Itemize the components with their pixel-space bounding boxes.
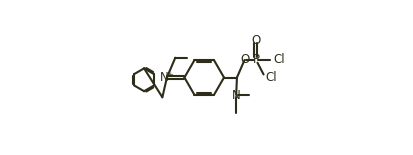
Text: Cl: Cl [273,53,285,66]
Text: O: O [240,53,249,66]
Text: N⁺: N⁺ [159,71,174,84]
Text: Cl: Cl [266,71,278,84]
Text: N: N [232,89,240,102]
Text: O: O [252,34,261,47]
Text: P: P [252,53,259,66]
